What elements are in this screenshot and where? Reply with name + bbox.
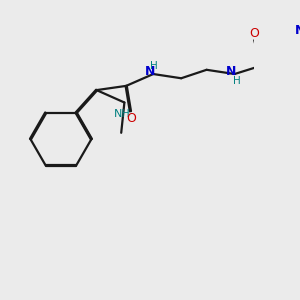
Text: N: N (226, 65, 236, 78)
Text: H: H (233, 76, 241, 86)
Text: O: O (126, 112, 136, 124)
Text: NH: NH (114, 109, 131, 118)
Text: O: O (249, 27, 259, 40)
Text: N: N (295, 23, 300, 37)
Text: N: N (145, 65, 155, 78)
Text: H: H (150, 61, 158, 70)
